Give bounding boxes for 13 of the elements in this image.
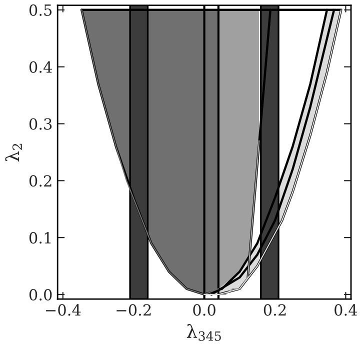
y-axis-title: λ$_{2}$ (5, 144, 22, 162)
y-tick-label: 0.2 (29, 175, 52, 187)
x-axis-title: λ$_{345}$ (186, 324, 221, 341)
y-tick-label: 0.0 (29, 288, 52, 301)
x-tick-label: −0.2 (116, 304, 151, 316)
y-tick-label: 0.5 (29, 4, 52, 16)
y-tick-label: 0.1 (29, 232, 51, 244)
x-tick-label: 0.4 (334, 304, 358, 316)
y-tick-label: 0.4 (29, 61, 52, 73)
x-tick-label: 0.2 (264, 304, 286, 316)
y-tick-label: 0.3 (29, 118, 52, 130)
x-tick-label: −0.4 (46, 304, 81, 316)
x-tick-label: 0.0 (193, 304, 216, 316)
